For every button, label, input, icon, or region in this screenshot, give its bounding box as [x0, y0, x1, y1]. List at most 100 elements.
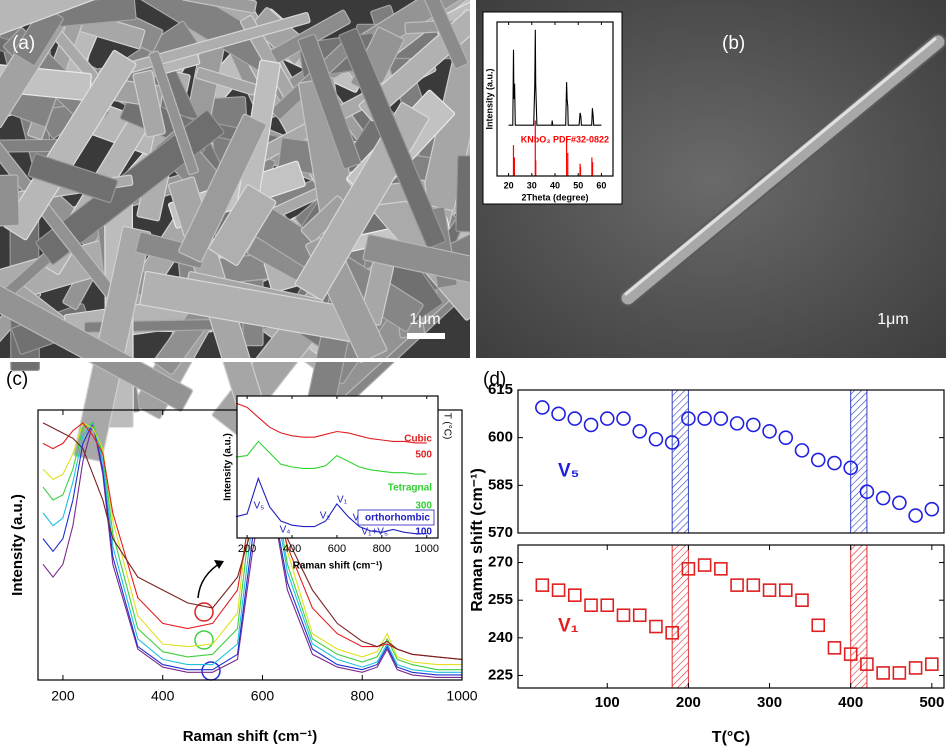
temperature-label: 500 — [415, 450, 432, 461]
point — [536, 401, 549, 414]
point — [796, 444, 809, 457]
point — [617, 609, 629, 621]
x-tick-label: 100 — [595, 694, 620, 711]
point — [650, 621, 662, 633]
point — [601, 599, 613, 611]
sem-image-a — [0, 0, 534, 462]
divider — [0, 358, 946, 362]
y-tick-label: 615 — [488, 381, 513, 398]
x-tick-label: 200 — [238, 543, 256, 555]
series-label: V₅ — [558, 461, 579, 482]
point — [796, 594, 808, 606]
scale-bar — [407, 333, 445, 339]
mode-label: V₁+V₅ — [361, 527, 388, 538]
mode-label: V₁ — [337, 495, 348, 506]
scale-bar-label: 1μm — [409, 311, 440, 328]
arrow-head — [214, 560, 224, 569]
x-tick-label: 300 — [757, 694, 782, 711]
divider — [470, 0, 476, 358]
point — [553, 584, 565, 596]
point — [601, 412, 614, 425]
axes-frame — [518, 390, 944, 533]
transition-band — [672, 390, 688, 533]
point — [585, 599, 597, 611]
point — [617, 412, 630, 425]
x-tick-label: 60 — [596, 180, 606, 190]
panel-label: (c) — [6, 369, 28, 390]
x-tick-label: 400 — [151, 688, 175, 704]
point — [698, 412, 711, 425]
point — [633, 425, 646, 438]
point — [893, 496, 906, 509]
point — [634, 609, 646, 621]
mode-label: V₅ — [254, 501, 265, 512]
point — [552, 407, 565, 420]
x-tick-label: 800 — [351, 688, 375, 704]
temperature-label: 100 — [415, 527, 432, 538]
point — [649, 433, 662, 446]
point — [909, 509, 922, 522]
y-tick-label: 225 — [488, 666, 513, 683]
point — [585, 418, 598, 431]
mode-label: V₄ — [280, 525, 291, 536]
x-tick-label: 400 — [838, 694, 863, 711]
point — [877, 667, 889, 679]
x-tick-label: 200 — [51, 688, 75, 704]
y-axis-label: Intensity (a.u.) — [223, 433, 234, 501]
point — [828, 457, 841, 470]
point — [731, 579, 743, 591]
x-tick-label: 600 — [251, 688, 275, 704]
point — [925, 503, 938, 516]
point — [569, 589, 581, 601]
x-tick-label: 500 — [919, 694, 944, 711]
annotation: KNbO₃ PDF#32-0822 — [521, 134, 609, 144]
point — [715, 563, 727, 575]
x-tick-label: 30 — [527, 180, 537, 190]
point — [747, 579, 759, 591]
y-tick-label: 585 — [488, 476, 513, 493]
scale-bar-label: 1μm — [877, 311, 908, 328]
x-axis-label: Raman shift (cm⁻¹) — [293, 561, 383, 572]
point — [699, 559, 711, 571]
x-axis-label: Raman shift (cm⁻¹) — [183, 728, 318, 745]
annotation-markers — [195, 560, 224, 680]
x-tick-label: 1000 — [415, 543, 439, 555]
y-axis-label: Intensity (a.u.) — [9, 494, 26, 596]
x-axis-label: T(°C) — [712, 729, 750, 746]
point — [877, 492, 890, 505]
point — [714, 412, 727, 425]
y-tick-label: 255 — [488, 591, 513, 608]
phase-label: Cubic — [404, 434, 432, 445]
y-tick-label: 600 — [488, 429, 513, 446]
figure: (a)1μm(b)1μm(c)(d)20304050602Theta (degr… — [0, 0, 946, 749]
sem-image-b — [476, 0, 946, 358]
right-axis-label: T (°C) — [441, 413, 452, 440]
series-label: V₁ — [558, 616, 579, 637]
point — [568, 412, 581, 425]
point — [893, 667, 905, 679]
point — [764, 584, 776, 596]
y-axis-label: Raman shift (cm⁻¹) — [469, 468, 486, 612]
y-tick-label: 270 — [488, 554, 513, 571]
y-tick-label: 570 — [488, 524, 513, 541]
panel-label: (a) — [12, 33, 35, 54]
transition-band — [851, 545, 867, 688]
x-tick-label: 40 — [550, 180, 560, 190]
point — [812, 619, 824, 631]
marker-circle — [195, 631, 213, 649]
x-tick-label: 20 — [504, 180, 514, 190]
page: {"panels":[{"label":"(a)","scale_bar":"1… — [0, 0, 946, 749]
point — [731, 417, 744, 430]
panel-label: (b) — [722, 33, 745, 54]
phase-label: Tetragnal — [388, 483, 432, 494]
point — [780, 584, 792, 596]
x-tick-label: 200 — [676, 694, 701, 711]
point — [763, 425, 776, 438]
point — [812, 453, 825, 466]
phase-label: orthorhombic — [365, 513, 430, 524]
rod — [0, 175, 19, 226]
point — [536, 579, 548, 591]
x-tick-label: 400 — [283, 543, 301, 555]
point — [926, 658, 938, 670]
y-axis-label: Intensity (a.u.) — [484, 68, 494, 129]
